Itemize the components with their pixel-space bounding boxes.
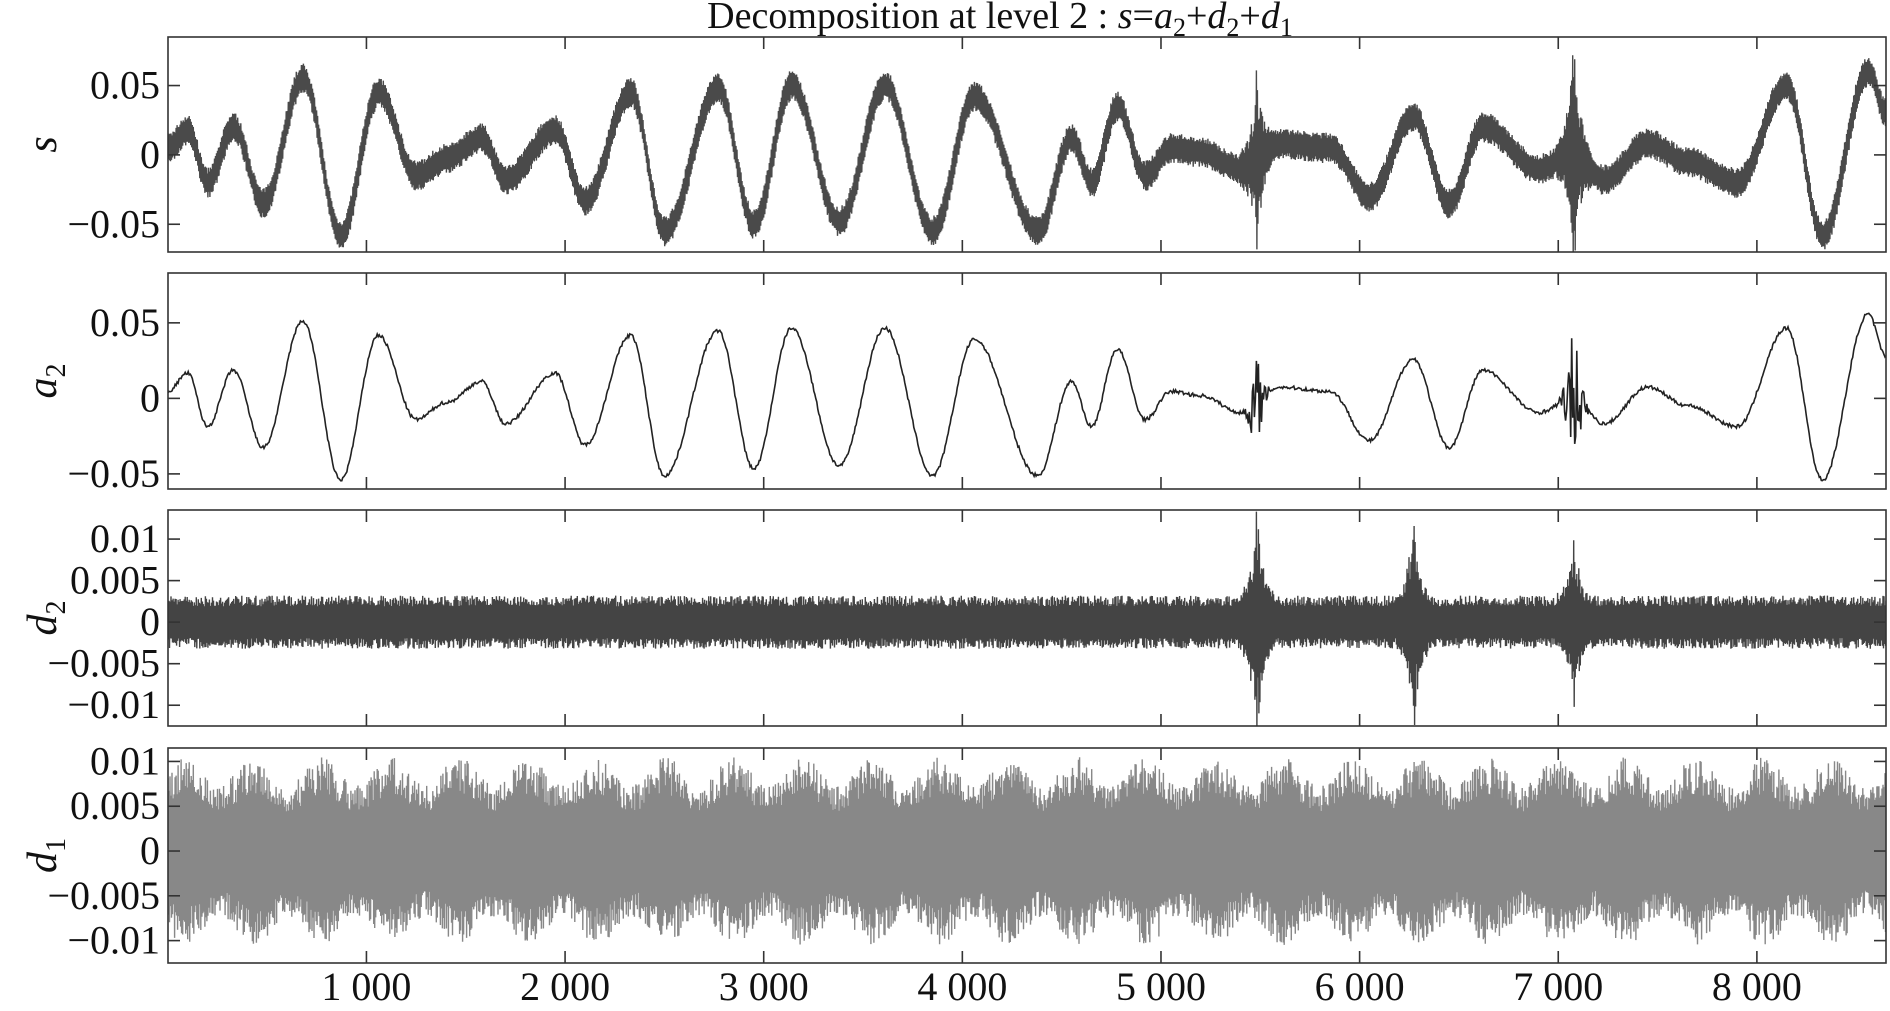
panels-group: −0.0500.05s−0.0500.05a2−0.01−0.00500.005… <box>20 36 1887 1009</box>
panel-3-frame <box>167 509 1887 727</box>
series-d1-line <box>168 757 1886 945</box>
x-tick-label-1: 2 000 <box>520 964 610 1006</box>
panel-2: −0.05 0 0.05 a2 <box>20 272 1887 496</box>
y-tick-label-1-2: 0.05 <box>90 63 160 108</box>
chart-title-s: s <box>1118 0 1133 37</box>
chart-title-eq: = <box>1133 0 1154 37</box>
chart-title-a: a <box>1154 0 1173 37</box>
chart-title-a-sub: 2 <box>1173 13 1186 42</box>
y-tick-label-3-4: 0.01 <box>90 516 160 561</box>
chart-title-d1-sub: 1 <box>1280 13 1293 42</box>
chart-title-plus-1: + <box>1186 0 1207 37</box>
chart-title-d2: d <box>1207 0 1227 37</box>
chart-title: Decomposition at level 2 : s=a2+d2+d1 <box>707 0 1293 42</box>
series-s-line <box>168 55 1886 252</box>
y-axis-label-4: d1 <box>20 838 72 873</box>
y-tick-label-2-1: 0 <box>140 375 160 420</box>
panel-1: −0.05 0 0.05 s <box>20 36 1887 253</box>
x-tick-label-4: 5 000 <box>1116 964 1206 1006</box>
y-tick-label-3-1: −0.005 <box>47 641 160 686</box>
y-tick-label-3-2: 0 <box>140 599 160 644</box>
x-tick-label-7: 8 000 <box>1712 964 1802 1006</box>
x-tick-label-6: 7 000 <box>1513 964 1603 1006</box>
y-tick-label-4-4: 0.01 <box>90 738 160 783</box>
y-tick-label-4-3: 0.005 <box>70 783 160 828</box>
chart-title-d1: d <box>1261 0 1281 37</box>
panel-4-frame <box>167 747 1887 964</box>
y-tick-label-4-2: 0 <box>140 828 160 873</box>
y-tick-label-4-1: −0.005 <box>47 873 160 918</box>
chart-title-sep: : <box>1088 0 1118 37</box>
panel-1-frame <box>167 36 1887 253</box>
x-tick-label-0: 1 000 <box>321 964 411 1006</box>
y-axis-label-1: s <box>20 136 66 152</box>
y-axis-label-3: d2 <box>20 601 72 636</box>
chart-title-prefix: Decomposition at level 2 <box>707 0 1088 37</box>
y-tick-label-3-3: 0.005 <box>70 558 160 603</box>
chart-title-d2-sub: 2 <box>1226 13 1239 42</box>
series-d2-line <box>168 511 1886 726</box>
series-a2-line <box>168 312 1886 482</box>
y-tick-label-2-0: −0.05 <box>67 451 160 496</box>
panel-2-frame <box>167 272 1887 490</box>
chart-title-plus-2: + <box>1239 0 1260 37</box>
y-axis-label-2: a2 <box>20 364 72 399</box>
y-tick-label-1-0: −0.05 <box>67 201 160 246</box>
y-tick-label-4-0: −0.01 <box>67 918 160 963</box>
x-tick-label-5: 6 000 <box>1315 964 1405 1006</box>
x-tick-label-3: 4 000 <box>917 964 1007 1006</box>
y-tick-label-1-1: 0 <box>140 132 160 177</box>
x-tick-label-2: 3 000 <box>719 964 809 1006</box>
y-tick-label-3-0: −0.01 <box>67 682 160 727</box>
y-tick-label-2-2: 0.05 <box>90 300 160 345</box>
